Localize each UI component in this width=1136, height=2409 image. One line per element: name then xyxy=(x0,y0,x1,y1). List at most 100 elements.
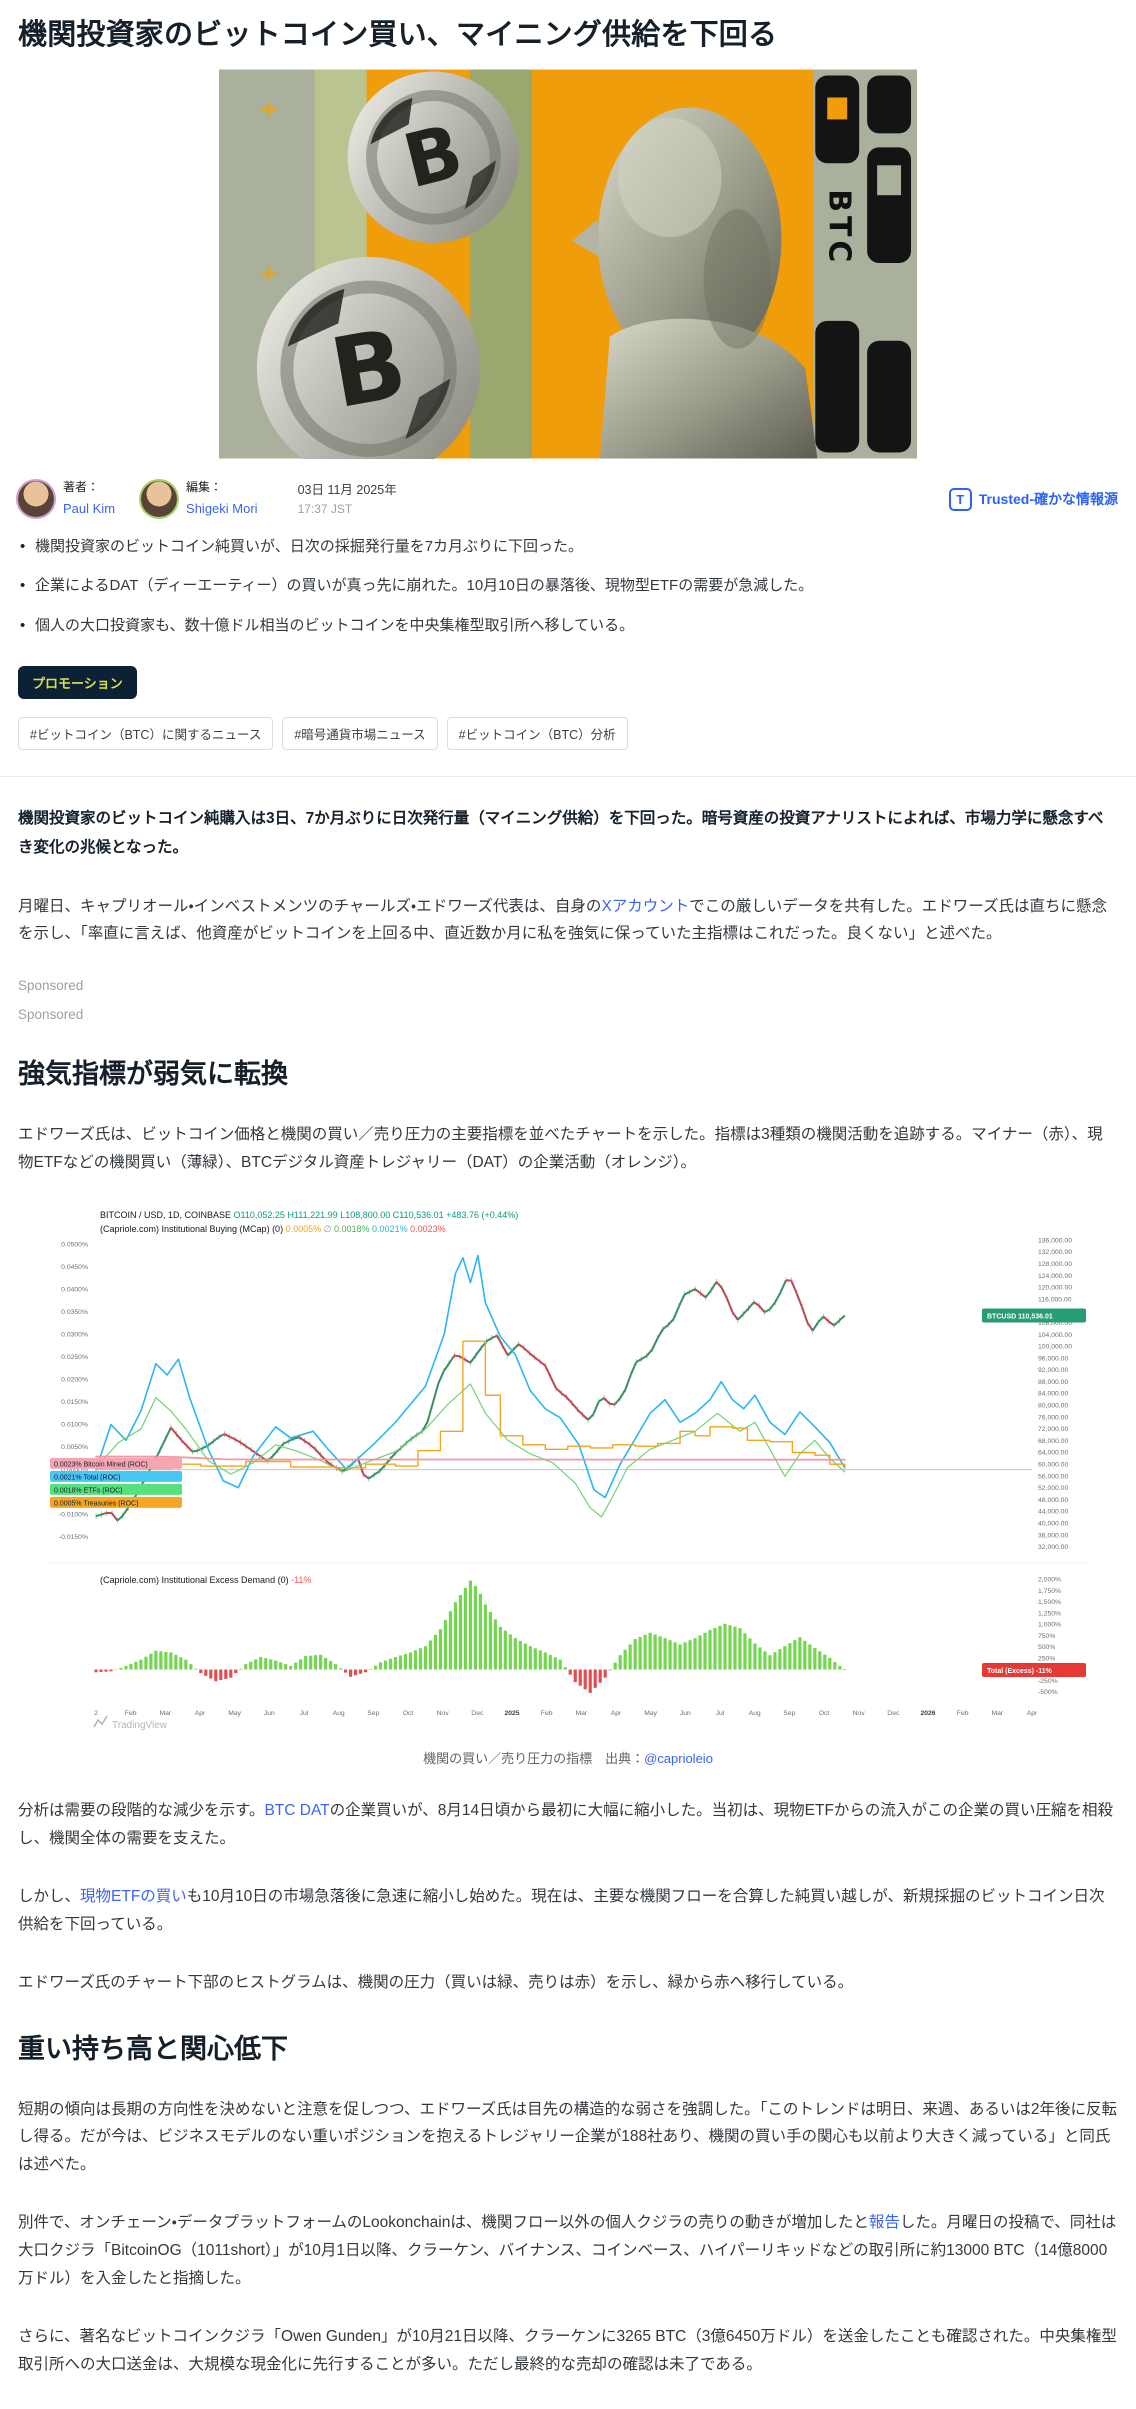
chart-high: H111,221.99 xyxy=(287,1210,337,1220)
report-link[interactable]: 報告 xyxy=(869,2214,900,2231)
svg-text:32,000.00: 32,000.00 xyxy=(1038,1544,1068,1551)
spot-etf-link[interactable]: 現物ETFの買い xyxy=(80,1888,187,1905)
svg-text:-0.0150%: -0.0150% xyxy=(59,1534,88,1541)
svg-text:92,000.00: 92,000.00 xyxy=(1038,1367,1068,1374)
svg-text:Sep: Sep xyxy=(367,1710,379,1717)
paragraph-text: 別件で、オンチェーン・データプラットフォームのLookonchainは、機関フロ… xyxy=(18,2214,869,2231)
paragraph-7: 別件で、オンチェーン・データプラットフォームのLookonchainは、機関フロ… xyxy=(18,2209,1118,2293)
btc-dat-link[interactable]: BTC DAT xyxy=(264,1802,329,1819)
svg-text:May: May xyxy=(228,1710,241,1717)
svg-text:-500%: -500% xyxy=(1038,1689,1058,1696)
svg-text:48,000.00: 48,000.00 xyxy=(1038,1497,1068,1504)
paragraph-1: 月曜日、キャプリオール・インベストメンツのチャールズ・エドワーズ代表は、自身のX… xyxy=(18,893,1118,949)
svg-text:116,000.00: 116,000.00 xyxy=(1038,1296,1072,1303)
svg-text:0.0250%: 0.0250% xyxy=(61,1354,88,1361)
tag-chip[interactable]: #ビットコイン（BTC）に関するニュース xyxy=(18,717,273,750)
paragraph-4: しかし、現物ETFの買いも10月10日の市場急落後に急速に縮小し始めた。現在は、… xyxy=(18,1883,1118,1939)
byline: 著者： Paul Kim 編集： Shigeki Mori 03日 11月 20… xyxy=(18,479,1118,520)
svg-text:BTCUSD 110,536.01: BTCUSD 110,536.01 xyxy=(987,1314,1053,1321)
svg-text:68,000.00: 68,000.00 xyxy=(1038,1438,1068,1445)
paragraph-text: 月曜日、キャプリオール・インベストメンツのチャールズ・エドワーズ代表は、自身の xyxy=(18,898,601,915)
svg-text:40,000.00: 40,000.00 xyxy=(1038,1521,1068,1528)
svg-text:64,000.00: 64,000.00 xyxy=(1038,1450,1068,1457)
svg-text:72,000.00: 72,000.00 xyxy=(1038,1426,1068,1433)
author-block: 著者： Paul Kim xyxy=(18,479,115,520)
svg-text:1,000%: 1,000% xyxy=(1038,1622,1061,1629)
svg-text:0.0023% Bitcoin Mined (ROC): 0.0023% Bitcoin Mined (ROC) xyxy=(54,1462,148,1469)
svg-text:2,000%: 2,000% xyxy=(1038,1577,1061,1584)
svg-text:Mar: Mar xyxy=(159,1710,171,1717)
paragraph-6: 短期の傾向は長期の方向性を決めないと注意を促しつつ、エドワーズ氏は目先の構造的な… xyxy=(18,2096,1118,2180)
trusted-label: Trusted-確かな情報源 xyxy=(979,489,1118,509)
indicator-avg-symbol: ∅ xyxy=(324,1224,332,1234)
svg-text:Feb: Feb xyxy=(957,1710,969,1717)
chart-close: C110,536.01 xyxy=(393,1210,444,1220)
article-page: 機関投資家のビットコイン買い、マイニング供給を下回る xyxy=(0,16,1136,2379)
indicator-value: 0.0023% xyxy=(410,1224,446,1234)
svg-text:-250%: -250% xyxy=(1038,1678,1058,1685)
tag-chip[interactable]: #暗号通貨市場ニュース xyxy=(282,717,437,750)
pixel-accent xyxy=(827,98,847,120)
svg-text:Jul: Jul xyxy=(716,1710,725,1717)
svg-text:0.0300%: 0.0300% xyxy=(61,1332,88,1339)
indicator-value: 0.0021% xyxy=(372,1224,408,1234)
hero-btc-text: BTC xyxy=(822,189,857,266)
svg-text:0.0500%: 0.0500% xyxy=(61,1241,88,1248)
x-account-link[interactable]: Xアカウント xyxy=(601,898,689,915)
tag-chip[interactable]: #ビットコイン（BTC）分析 xyxy=(447,717,628,750)
svg-text:Mar: Mar xyxy=(575,1710,587,1717)
caprioleio-link[interactable]: @caprioleio xyxy=(644,1751,713,1766)
svg-text:Apr: Apr xyxy=(195,1710,206,1717)
svg-text:Sep: Sep xyxy=(783,1710,795,1717)
svg-text:Feb: Feb xyxy=(125,1710,137,1717)
svg-text:Apr: Apr xyxy=(1027,1710,1038,1717)
svg-text:Aug: Aug xyxy=(749,1710,761,1717)
svg-text:0.0350%: 0.0350% xyxy=(61,1309,88,1316)
svg-text:Jun: Jun xyxy=(264,1710,275,1717)
svg-text:120,000.00: 120,000.00 xyxy=(1038,1285,1072,1292)
paragraph-text: 分析は需要の段階的な減少を示す。 xyxy=(18,1802,264,1819)
svg-text:500%: 500% xyxy=(1038,1644,1055,1651)
author-label: 著者： xyxy=(63,479,115,496)
svg-text:0.0018% ETFs (ROC): 0.0018% ETFs (ROC) xyxy=(54,1488,122,1495)
svg-text:76,000.00: 76,000.00 xyxy=(1038,1414,1068,1421)
svg-text:Nov: Nov xyxy=(853,1710,866,1717)
svg-text:TradingView: TradingView xyxy=(112,1720,168,1731)
svg-text:0.0050%: 0.0050% xyxy=(61,1444,88,1451)
svg-text:Oct: Oct xyxy=(819,1710,830,1717)
paragraph-2: エドワーズ氏は、ビットコイン価格と機関の買い／売り圧力の主要指標を並べたチャート… xyxy=(18,1121,1118,1177)
svg-text:100,000.00: 100,000.00 xyxy=(1038,1344,1072,1351)
paragraph-5: エドワーズ氏のチャート下部のヒストグラムは、機関の圧力（買いは緑、売りは赤）を示… xyxy=(18,1969,1118,1997)
svg-text:-0.0100%: -0.0100% xyxy=(59,1512,88,1519)
promotion-button[interactable]: プロモーション xyxy=(18,666,137,699)
author-avatar[interactable] xyxy=(18,481,54,517)
svg-text:96,000.00: 96,000.00 xyxy=(1038,1355,1068,1362)
price-chart-svg: 0.0500%0.0450%0.0400%0.0350%0.0300%0.025… xyxy=(48,1207,1088,1731)
svg-text:132,000.00: 132,000.00 xyxy=(1038,1249,1072,1256)
svg-text:0.0100%: 0.0100% xyxy=(61,1422,88,1429)
svg-text:128,000.00: 128,000.00 xyxy=(1038,1261,1072,1268)
author-name-link[interactable]: Paul Kim xyxy=(63,501,115,516)
lower-pane-label: (Capriole.com) Institutional Excess Dema… xyxy=(100,1575,311,1585)
svg-text:136,000.00: 136,000.00 xyxy=(1038,1237,1072,1244)
svg-text:0.0021% Total (ROC): 0.0021% Total (ROC) xyxy=(54,1475,120,1482)
caption-text: 機関の買い／売り圧力の指標 出典： xyxy=(423,1751,644,1766)
chart-symbol: BITCOIN / USD, 1D, COINBASE xyxy=(100,1210,231,1220)
trusted-icon: T xyxy=(949,488,972,511)
svg-text:May: May xyxy=(644,1710,657,1717)
chart-low: L108,800.00 xyxy=(340,1210,390,1220)
svg-text:Aug: Aug xyxy=(333,1710,345,1717)
publish-datetime: 03日 11月 2025年 17:37 JST xyxy=(298,481,397,518)
editor-name-link[interactable]: Shigeki Mori xyxy=(186,501,258,516)
svg-text:104,000.00: 104,000.00 xyxy=(1038,1332,1072,1339)
section-divider xyxy=(0,776,1136,777)
price-chart: 0.0500%0.0450%0.0400%0.0350%0.0300%0.025… xyxy=(48,1207,1088,1736)
svg-text:750%: 750% xyxy=(1038,1633,1055,1640)
editor-label: 編集： xyxy=(186,479,258,496)
trusted-badge[interactable]: T Trusted-確かな情報源 xyxy=(949,488,1118,511)
indicator-value: 0.0018% xyxy=(334,1224,370,1234)
section-heading-2: 重い持ち高と関心低下 xyxy=(18,2027,1118,2066)
chart-change: +483.76 (+0.44%) xyxy=(446,1210,518,1220)
svg-text:56,000.00: 56,000.00 xyxy=(1038,1473,1068,1480)
editor-avatar[interactable] xyxy=(141,481,177,517)
